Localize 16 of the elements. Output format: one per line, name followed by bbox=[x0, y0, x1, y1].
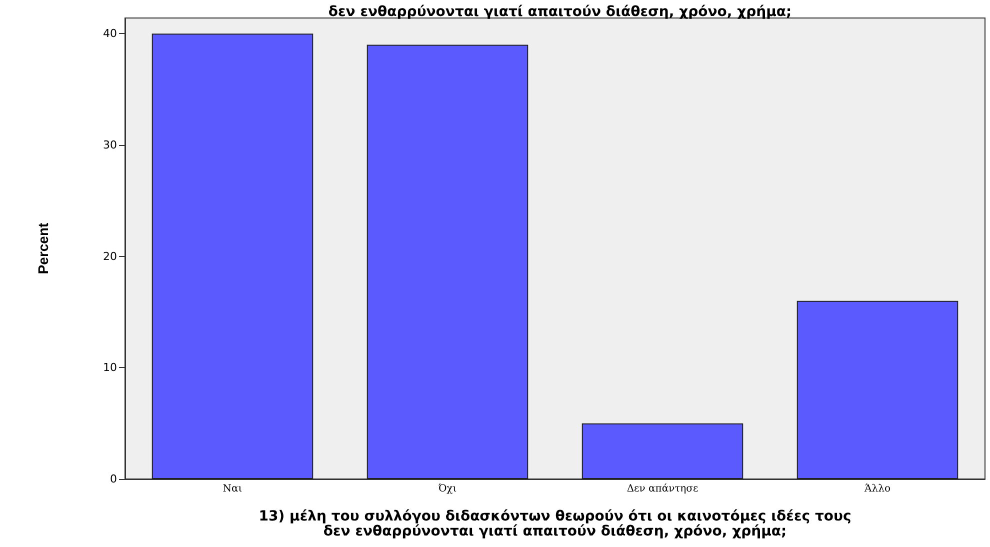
x-axis-title: 13) μέλη του συλλόγου διδασκόντων θεωρούν ότι οι καινοτόμες ιδέες τους δεν ενθαρρύνονται γιατί απαιτούν διάθεση, χρόνο, χρήμα; bbox=[258, 508, 852, 540]
bar bbox=[366, 44, 528, 479]
bar bbox=[582, 423, 744, 479]
bar bbox=[152, 34, 314, 479]
x-tick-label: Ναι bbox=[222, 484, 242, 494]
y-tick-label: 0 bbox=[110, 472, 117, 486]
y-tick-label: 40 bbox=[103, 27, 117, 40]
x-tick-label: Όχι bbox=[438, 484, 457, 494]
x-tick-label: Άλλο bbox=[864, 484, 890, 494]
y-axis-title: Percent bbox=[35, 222, 51, 274]
x-tick-label: Δεν απάντησε bbox=[626, 484, 698, 494]
chart-title: δεν ενθαρρύνονται γιατί απαιτούν διάθεση, χρόνο, χρήμα; bbox=[328, 4, 792, 20]
y-tick-label: 10 bbox=[103, 361, 117, 374]
bar bbox=[796, 300, 958, 479]
y-tick-label: 30 bbox=[103, 138, 117, 152]
y-tick-label: 20 bbox=[103, 250, 117, 263]
